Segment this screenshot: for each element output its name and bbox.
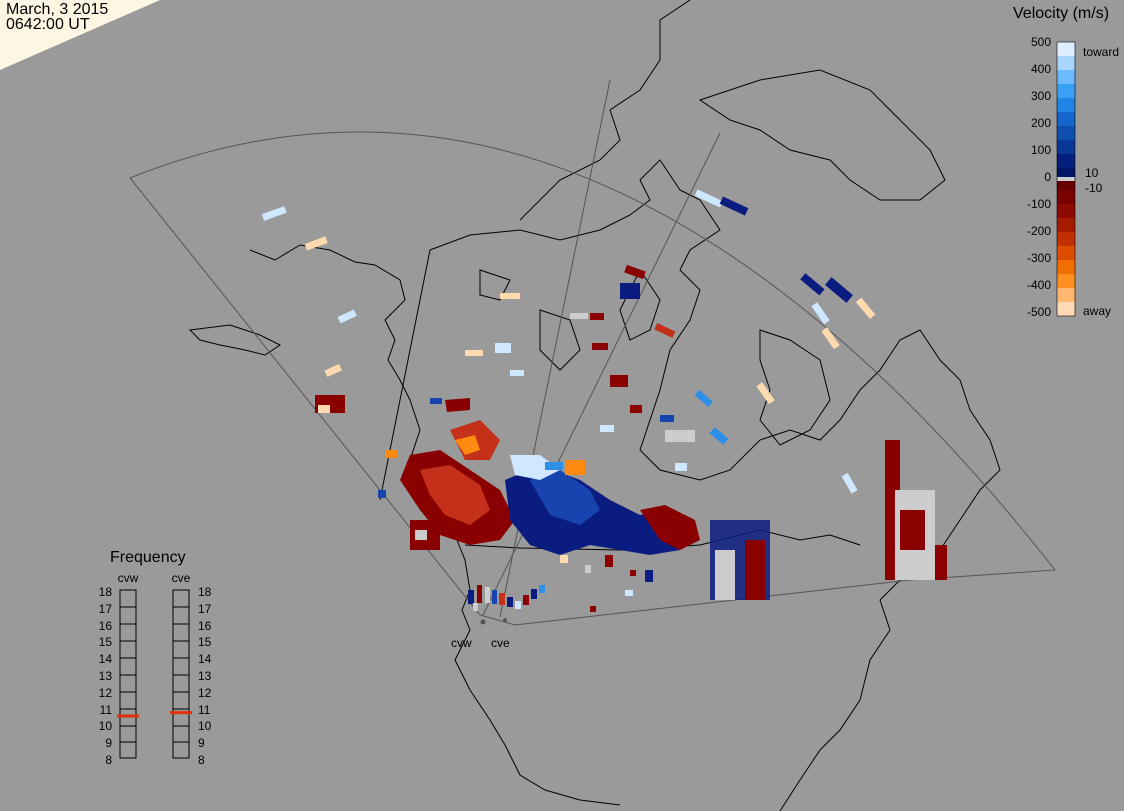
- frequency-radar-label-cve: cve: [171, 571, 191, 585]
- velocity-tick-label: -200: [1026, 224, 1051, 238]
- velocity-tick-label: -500: [1026, 305, 1051, 319]
- frequency-radar-label-cvw: cvw: [117, 571, 139, 585]
- velocity-tick-label: 300: [1030, 89, 1051, 103]
- velocity-inner-tick-positive: 10: [1085, 166, 1099, 180]
- frequency-level-label: 10: [98, 719, 112, 734]
- velocity-legend-title: Velocity (m/s): [1013, 5, 1110, 22]
- frequency-level-label: 9: [198, 736, 205, 751]
- frequency-title: Frequency: [110, 549, 186, 566]
- velocity-inner-tick-negative: -10: [1085, 181, 1103, 195]
- velocity-tick-label: 100: [1030, 143, 1051, 157]
- frequency-level-label: 18: [98, 585, 112, 599]
- coastlines: [188, 0, 1001, 811]
- sunlit-region: [0, 0, 160, 70]
- frequency-gauges: [119, 589, 190, 759]
- frequency-level-label: 12: [98, 685, 112, 700]
- time-label: 0642:00 UT: [6, 16, 90, 33]
- frequency-level-label: 13: [98, 669, 112, 683]
- velocity-tick-label: 500: [1030, 35, 1051, 49]
- frequency-level-label: 16: [198, 618, 212, 633]
- velocity-tick-label: 400: [1030, 62, 1051, 76]
- frequency-level-label: 11: [99, 702, 112, 717]
- radar-site-marker: [480, 619, 486, 625]
- frequency-level-label: 12: [198, 685, 212, 700]
- frequency-level-label: 11: [198, 702, 211, 717]
- frequency-level-label: 8: [105, 753, 112, 767]
- frequency-level-label: 8: [198, 753, 205, 767]
- frequency-level-label: 14: [198, 652, 212, 667]
- date-label: March, 3 2015: [6, 1, 109, 18]
- velocity-tick-label: -300: [1026, 251, 1051, 265]
- toward-label: toward: [1083, 45, 1120, 59]
- frequency-level-label: 15: [98, 635, 112, 650]
- frequency-level-label: 15: [198, 635, 212, 650]
- frequency-level-label: 9: [105, 736, 112, 751]
- velocity-tick-label: 0: [1044, 170, 1051, 184]
- velocity-tick-label: -100: [1026, 197, 1051, 211]
- velocity-cells: [261, 189, 947, 612]
- frequency-level-label: 13: [198, 669, 212, 683]
- velocity-colorbar: [1056, 41, 1076, 317]
- frequency-level-label: 17: [98, 601, 112, 616]
- frequency-level-label: 14: [98, 652, 112, 667]
- away-label: away: [1083, 304, 1112, 318]
- radar-site-marker: [503, 618, 507, 622]
- frequency-level-label: 18: [198, 585, 212, 599]
- velocity-tick-label: 200: [1030, 116, 1051, 130]
- frequency-level-label: 10: [198, 719, 212, 734]
- velocity-tick-label: -400: [1026, 278, 1051, 292]
- radar-site-label-cve: cve: [491, 636, 510, 650]
- frequency-level-label: 16: [98, 618, 112, 633]
- frequency-level-label: 17: [198, 601, 212, 616]
- radar-site-label-cvw: cvw: [451, 636, 472, 650]
